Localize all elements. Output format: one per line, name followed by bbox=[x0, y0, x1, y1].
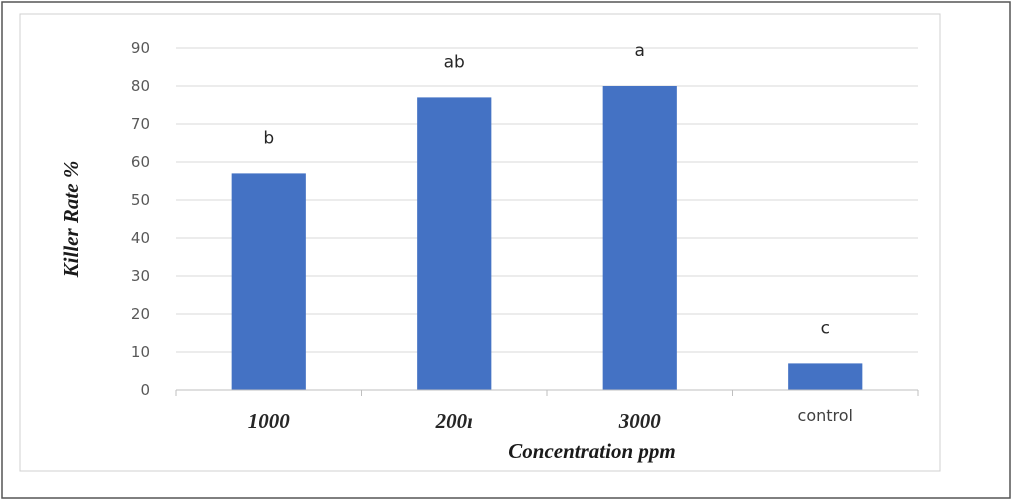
bars bbox=[231, 86, 863, 391]
bar-0 bbox=[231, 173, 306, 390]
y-tick-label: 90 bbox=[131, 39, 150, 57]
x-tick-label: 1000 bbox=[248, 409, 291, 433]
x-tick-label: 200ı bbox=[435, 409, 473, 433]
x-tick-labels: 1000 200ı 3000 control bbox=[175, 390, 919, 433]
y-tick-labels: 0 10 20 30 40 50 60 70 80 90 bbox=[131, 39, 150, 399]
data-label: ab bbox=[444, 52, 465, 72]
data-label: c bbox=[821, 318, 830, 338]
x-axis-title: Concentration ppm bbox=[508, 439, 675, 463]
data-labels: b ab a c bbox=[263, 41, 830, 338]
y-tick-label: 80 bbox=[131, 77, 150, 95]
bar-2 bbox=[602, 86, 677, 390]
data-label: a bbox=[635, 41, 645, 61]
bar-1 bbox=[417, 97, 492, 391]
y-tick-label: 0 bbox=[140, 381, 150, 399]
y-tick-label: 60 bbox=[131, 153, 150, 171]
bar-3 bbox=[788, 363, 863, 390]
y-tick-label: 70 bbox=[131, 115, 150, 133]
chart-area-border bbox=[19, 13, 941, 472]
x-tick-label: 3000 bbox=[618, 409, 662, 433]
y-tick-label: 20 bbox=[131, 305, 150, 323]
y-tick-label: 10 bbox=[131, 343, 150, 361]
y-tick-label: 40 bbox=[131, 229, 150, 247]
y-tick-label: 30 bbox=[131, 267, 150, 285]
y-axis-title: Killer Rate % bbox=[59, 161, 83, 279]
x-tick-label: control bbox=[798, 406, 853, 425]
y-tick-label: 50 bbox=[131, 191, 150, 209]
data-label: b bbox=[263, 128, 274, 148]
